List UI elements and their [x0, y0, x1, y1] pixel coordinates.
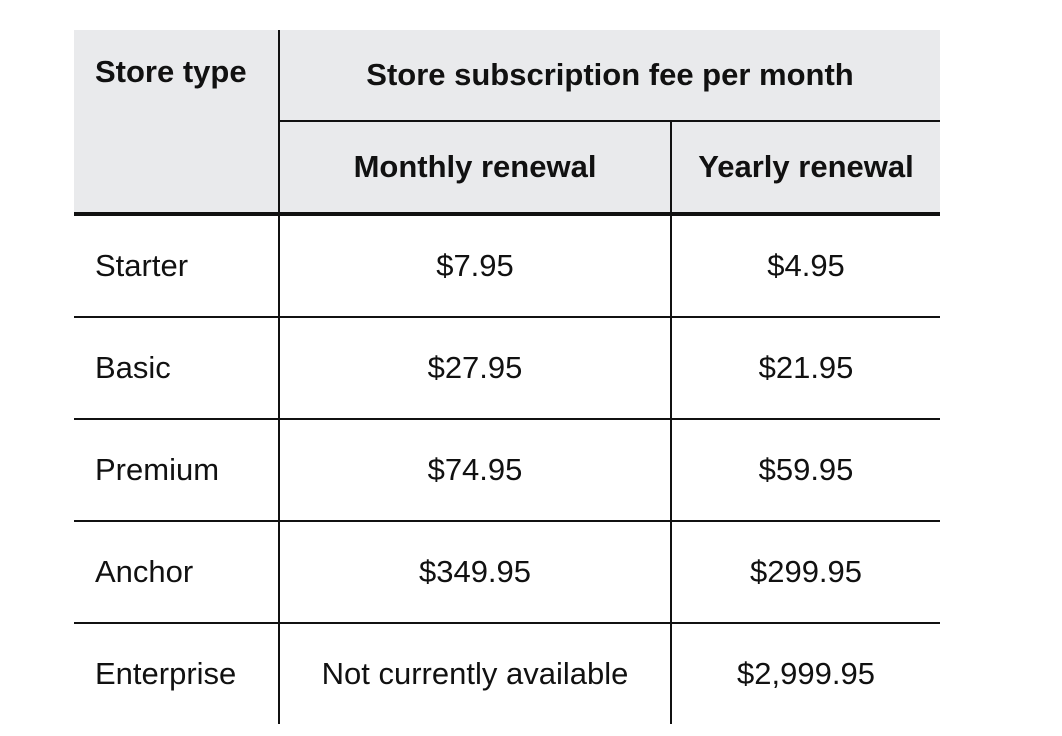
store-type-cell: Starter: [74, 214, 280, 318]
monthly-fee-cell: $27.95: [279, 317, 672, 420]
table-row: Starter $7.95 $4.95: [74, 214, 941, 318]
table-row: Basic $27.95 $21.95: [74, 317, 941, 420]
yearly-fee-cell: $2,999.95: [737, 656, 875, 691]
yearly-fee-cell: $299.95: [671, 521, 941, 624]
header-row-sub: Monthly renewal Yearly renewal: [74, 121, 941, 216]
yearly-fee-cell: $59.95: [671, 419, 941, 522]
store-type-cell: Premium: [74, 419, 280, 522]
monthly-fee-cell: $349.95: [279, 521, 672, 624]
store-type-cell: Anchor: [74, 521, 280, 624]
table-row: Anchor $349.95 $299.95: [74, 521, 941, 624]
yearly-fee-cell: $4.95: [671, 214, 941, 318]
monthly-fee-cell: Not currently available: [279, 623, 672, 724]
table-body: Starter $7.95 $4.95 Basic $27.95 $21.95 …: [74, 214, 941, 724]
table-row: Premium $74.95 $59.95: [74, 419, 941, 522]
monthly-renewal-header: Monthly renewal: [279, 121, 672, 216]
table-header: Store type Store subscription fee per mo…: [74, 30, 941, 216]
store-type-header: Store type: [74, 30, 280, 216]
monthly-fee-cell: $74.95: [279, 419, 672, 522]
store-type-cell: Basic: [74, 317, 280, 420]
yearly-fee-cell: $21.95: [671, 317, 941, 420]
store-type-cell: Enterprise: [74, 623, 280, 724]
subscription-fee-table: Store type Store subscription fee per mo…: [74, 30, 941, 724]
table-row: Enterprise Not currently available $2,99…: [74, 623, 940, 724]
header-row-top: Store type Store subscription fee per mo…: [74, 30, 941, 216]
yearly-renewal-header: Yearly renewal: [671, 121, 941, 216]
subscription-fee-header: Store subscription fee per month: [279, 30, 941, 122]
monthly-fee-cell: $7.95: [279, 214, 672, 318]
